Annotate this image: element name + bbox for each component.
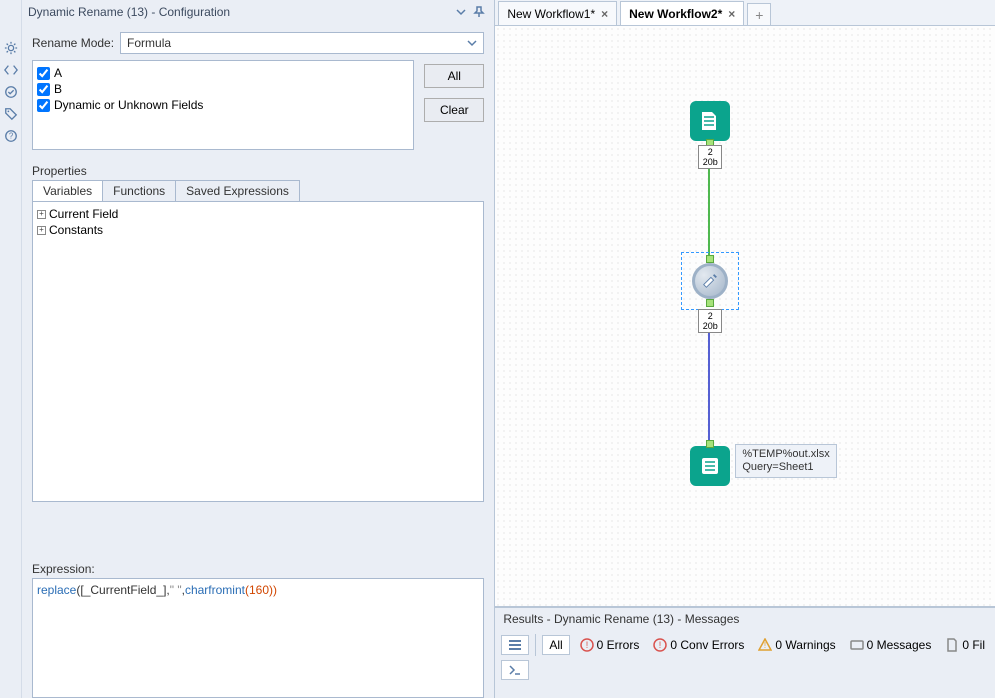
svg-text:!: ! — [659, 640, 662, 650]
variables-tree[interactable]: + Current Field + Constants — [32, 202, 484, 502]
tree-item[interactable]: + Constants — [37, 222, 479, 238]
input-icon — [690, 101, 730, 141]
expr-func2: charfromint — [185, 583, 245, 597]
left-toolstrip: ? — [0, 0, 22, 698]
results-toolbar: All ! 0 Errors ! 0 Conv Errors ! 0 Warni… — [495, 630, 995, 660]
input-data-tool[interactable]: 2 20b — [690, 101, 730, 141]
clear-button[interactable]: Clear — [424, 98, 484, 122]
svg-text:!: ! — [764, 641, 766, 650]
error-icon: ! — [580, 638, 594, 652]
output-icon — [690, 446, 730, 486]
messages-chip[interactable]: 0 Messages — [846, 636, 936, 654]
properties-tabs: Variables Functions Saved Expressions — [32, 180, 484, 202]
field-checkbox-b[interactable] — [37, 83, 50, 96]
field-item[interactable]: A — [37, 65, 409, 81]
workflow-tab-label: New Workflow2* — [629, 7, 722, 21]
workflow-panel: New Workflow1* × New Workflow2* × + 2 — [495, 0, 995, 698]
workflow-tabs: New Workflow1* × New Workflow2* × + — [495, 0, 995, 26]
warning-icon: ! — [758, 638, 772, 652]
workflow-tab[interactable]: New Workflow1* × — [498, 1, 617, 25]
expand-icon[interactable]: + — [37, 226, 46, 235]
code-icon[interactable] — [3, 62, 19, 78]
filter-all-button[interactable]: All — [542, 635, 569, 655]
separator — [535, 634, 536, 656]
results-panel: Results - Dynamic Rename (13) - Messages… — [495, 606, 995, 698]
field-item[interactable]: B — [37, 81, 409, 97]
expand-icon[interactable]: + — [37, 210, 46, 219]
expr-field: [_CurrentField_] — [80, 583, 166, 597]
message-icon — [850, 638, 864, 652]
help-icon[interactable]: ? — [3, 128, 19, 144]
workflow-canvas[interactable]: 2 20b 2 20b — [495, 26, 995, 606]
tab-saved-expressions[interactable]: Saved Expressions — [175, 180, 300, 201]
field-item[interactable]: Dynamic or Unknown Fields — [37, 97, 409, 113]
panel-title: Dynamic Rename (13) - Configuration — [28, 5, 230, 19]
field-label: Dynamic or Unknown Fields — [54, 98, 203, 112]
results-cmd-button[interactable] — [501, 660, 529, 680]
field-checkbox-a[interactable] — [37, 67, 50, 80]
rename-mode-value: Formula — [127, 36, 171, 50]
dynamic-rename-tool[interactable]: 2 20b — [690, 261, 730, 301]
gear-icon[interactable] — [3, 40, 19, 56]
tree-label: Current Field — [49, 207, 118, 221]
connector — [708, 326, 710, 446]
output-anchor[interactable] — [706, 299, 714, 307]
fields-list[interactable]: A B Dynamic or Unknown Fields — [32, 60, 414, 150]
tree-label: Constants — [49, 223, 103, 237]
workflow-tab-label: New Workflow1* — [507, 7, 595, 21]
output-data-tool[interactable] — [690, 446, 730, 486]
close-icon[interactable]: × — [601, 7, 608, 21]
expression-label: Expression: — [32, 562, 484, 576]
rename-mode-select[interactable]: Formula — [120, 32, 484, 54]
field-label: A — [54, 66, 62, 80]
results-view-button[interactable] — [501, 635, 529, 655]
conv-error-icon: ! — [653, 638, 667, 652]
field-checkbox-dynamic[interactable] — [37, 99, 50, 112]
expr-func: replace — [37, 583, 76, 597]
expr-args: (160)) — [245, 583, 277, 597]
properties-label: Properties — [32, 164, 484, 178]
check-icon[interactable] — [3, 84, 19, 100]
files-chip[interactable]: 0 Fil — [941, 636, 989, 654]
panel-header: Dynamic Rename (13) - Configuration — [22, 0, 494, 24]
expr-string: " " — [170, 583, 182, 597]
configuration-panel: ? Dynamic Rename (13) - Configuration Re… — [0, 0, 495, 698]
input-anchor[interactable] — [706, 255, 714, 263]
tree-item[interactable]: + Current Field — [37, 206, 479, 222]
formula-icon — [692, 263, 728, 299]
input-anchor[interactable] — [706, 440, 714, 448]
expression-editor[interactable]: replace([_CurrentField_]," ",charfromint… — [32, 578, 484, 698]
pin-icon[interactable] — [470, 3, 488, 21]
rename-mode-label: Rename Mode: — [32, 36, 114, 50]
tab-variables[interactable]: Variables — [32, 180, 103, 201]
results-title: Results - Dynamic Rename (13) - Messages — [495, 608, 995, 630]
all-button[interactable]: All — [424, 64, 484, 88]
row-count-badge: 2 20b — [698, 309, 722, 333]
tag-icon[interactable] — [3, 106, 19, 122]
field-label: B — [54, 82, 62, 96]
workflow-tab[interactable]: New Workflow2* × — [620, 1, 744, 25]
tab-functions[interactable]: Functions — [102, 180, 176, 201]
conv-errors-chip[interactable]: ! 0 Conv Errors — [649, 636, 748, 654]
svg-text:?: ? — [8, 132, 13, 141]
svg-text:!: ! — [585, 640, 588, 650]
row-count-badge: 2 20b — [698, 145, 722, 169]
collapse-icon[interactable] — [452, 3, 470, 21]
add-tab-button[interactable]: + — [747, 3, 771, 25]
errors-chip[interactable]: ! 0 Errors — [576, 636, 644, 654]
warnings-chip[interactable]: ! 0 Warnings — [754, 636, 839, 654]
file-icon — [945, 638, 959, 652]
output-tool-label: %TEMP%out.xlsx Query=Sheet1 — [735, 444, 836, 478]
close-icon[interactable]: × — [728, 7, 735, 21]
